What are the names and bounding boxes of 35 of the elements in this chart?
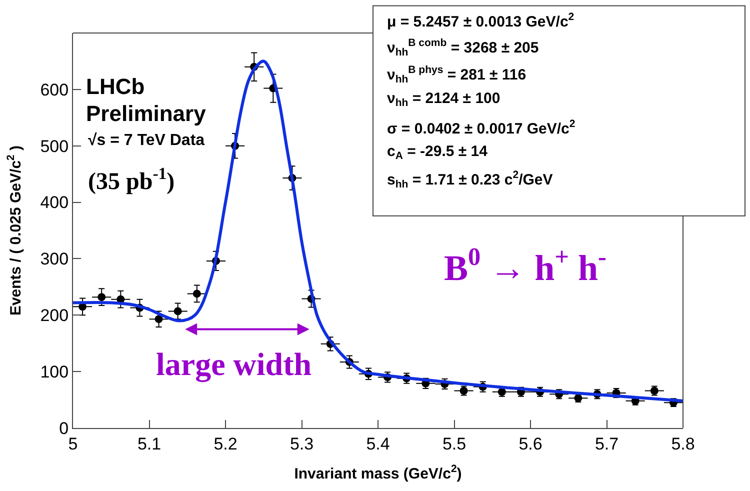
annotation: √s = 7 TeV Data: [88, 132, 205, 149]
x-tick-label: 5.7: [594, 434, 619, 454]
x-tick-label: 5.5: [442, 434, 466, 454]
x-tick-label: 5.2: [214, 434, 238, 454]
y-tick-label: 200: [40, 306, 69, 326]
line-series: [73, 60, 683, 402]
text: μ = 5.2457 ± 0.0013 GeV/c$^{2}$: [387, 11, 574, 30]
x-tick-label: 5.8: [671, 434, 695, 454]
point: [154, 315, 163, 324]
y-tick-label: 0: [59, 418, 69, 438]
y-tick-label: 600: [40, 80, 69, 100]
annotation: σ = 0.0402 ± 0.0017 GeV/c$^{2}$: [387, 118, 576, 138]
y-tick-label: 400: [40, 193, 69, 212]
annotation: c$_{A}$ = -29.5 ± 14: [387, 143, 488, 162]
annotation: ν$_{hh}$$^{B phys}$ = 281 ± 116: [387, 64, 526, 86]
x-tick-label: 5.6: [518, 434, 542, 454]
y-tick-label: 500: [40, 136, 69, 156]
point: [192, 290, 201, 298]
x-tick-label: 5.4: [366, 434, 390, 454]
y-tick-label: 300: [40, 250, 69, 269]
x-axis-title: Invariant mass (GeV/c$^{2}$): [294, 463, 462, 482]
x-tick-label: 5.1: [137, 434, 162, 454]
annotation: (35 pb$^{-1}$): [88, 164, 175, 196]
y-tick-label: 100: [40, 362, 69, 382]
annotation: s$_{hh}$ = 1.71 ± 0.23 c$^{2}$/GeV: [387, 169, 553, 190]
x-tick-label: 5: [68, 434, 78, 454]
annotation: Preliminary: [86, 101, 207, 126]
annotation: LHCb: [86, 74, 145, 99]
point: [174, 307, 182, 316]
annotation: ν$_{hh}$ = 2124 ± 100: [387, 90, 500, 110]
annotation: ν$_{hh}$$^{B comb}$ = 3268 ± 205: [387, 37, 539, 58]
annotation: large width: [156, 346, 312, 383]
point: [98, 293, 106, 302]
annotation: B$^{0}$ → h$^{+}$ h$^{-}$: [444, 244, 606, 288]
x-tick-label: 5.3: [290, 434, 314, 454]
